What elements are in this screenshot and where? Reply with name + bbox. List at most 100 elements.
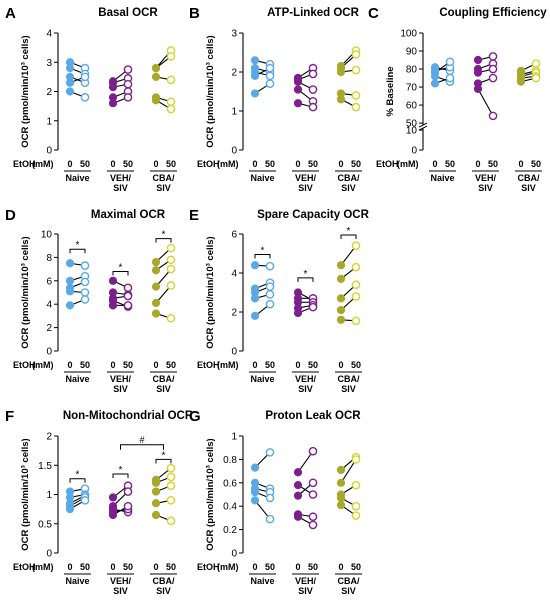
point-etoh xyxy=(80,72,90,82)
point-etoh xyxy=(166,481,176,491)
group-label: Naive xyxy=(65,374,89,384)
point-etoh xyxy=(351,102,361,112)
group-label: CBA/ xyxy=(518,173,540,183)
significance-mark: * xyxy=(162,230,166,241)
y-tick-label: 90 xyxy=(406,47,418,58)
point-etoh xyxy=(265,71,275,81)
group-label: Naive xyxy=(250,576,274,586)
panel-letter: C xyxy=(368,5,379,22)
point-control xyxy=(250,463,260,472)
dose-label: 50 xyxy=(445,159,455,169)
y-tick-label: 6 xyxy=(231,230,237,241)
point-control xyxy=(250,311,260,320)
group-veh-siv: 0 50 VEH/SIV xyxy=(292,63,319,193)
point-etoh xyxy=(265,282,275,291)
point-etoh xyxy=(351,280,361,290)
point-etoh xyxy=(488,64,498,74)
group-veh-siv: 0 50 VEH/SIV xyxy=(292,288,319,394)
point-control xyxy=(250,56,260,65)
group-label: VEH/ xyxy=(295,173,317,183)
dose-label: 0 xyxy=(67,562,72,572)
group-label: CBA/ xyxy=(153,173,175,183)
dose-label: 50 xyxy=(308,159,318,169)
group-veh-siv: 0 50 VEH/SIV xyxy=(292,446,319,596)
point-etoh xyxy=(531,73,541,83)
y-tick-label: 6 xyxy=(46,276,52,287)
etoh-unit-label: (mM) xyxy=(32,562,54,572)
point-etoh xyxy=(351,241,361,250)
y-tick-label: 2 xyxy=(231,308,237,319)
group-naive: 0 50 Naive xyxy=(64,484,91,586)
point-control xyxy=(65,64,75,73)
group-label: CBA/ xyxy=(338,576,360,586)
y-tick-label: 1 xyxy=(46,116,52,127)
point-etoh xyxy=(351,501,361,511)
etoh-label: EtOH xyxy=(197,159,220,169)
point-etoh xyxy=(166,496,176,505)
dose-label: 50 xyxy=(531,159,541,169)
point-etoh xyxy=(80,93,90,102)
group-label: VEH/ xyxy=(110,173,132,183)
point-etoh xyxy=(166,281,176,290)
dose-label: 0 xyxy=(295,562,300,572)
point-etoh xyxy=(166,104,176,114)
point-control xyxy=(108,301,118,310)
etoh-label: EtOH xyxy=(197,562,220,572)
point-etoh xyxy=(351,480,361,490)
group-label: Naive xyxy=(250,173,274,183)
panel-title: ATP-Linked OCR xyxy=(267,7,359,19)
significance-mark: * xyxy=(76,470,80,481)
panel-letter: G xyxy=(189,408,201,425)
point-control xyxy=(516,77,526,86)
point-control xyxy=(250,294,260,303)
dose-label: 0 xyxy=(338,562,343,572)
point-control xyxy=(65,505,75,514)
point-etoh xyxy=(308,520,318,530)
point-control xyxy=(65,287,75,296)
panel-letter: D xyxy=(5,207,16,224)
dose-label: 0 xyxy=(518,159,523,169)
panel-e: E Spare Capacity OCR 0 2 4 6 OCR (pmol/min/10³… xyxy=(189,207,370,394)
group-label: VEH/ xyxy=(295,576,317,586)
point-control xyxy=(336,305,346,315)
dose-label: 50 xyxy=(351,562,361,572)
significance-bracket xyxy=(120,444,164,450)
dose-label: 50 xyxy=(123,159,133,169)
etoh-label: EtOH xyxy=(197,360,220,370)
significance-mark: * xyxy=(347,226,351,237)
group-label: SIV xyxy=(298,586,313,596)
point-control xyxy=(250,496,260,505)
group-veh-siv: 0 50 VEH/SIV xyxy=(107,276,134,394)
point-etoh xyxy=(265,79,275,88)
panel-letter: A xyxy=(5,5,16,22)
point-etoh xyxy=(308,478,318,488)
panel-f: F Non-Mitochondrial OCR 0 0.5 1 1.5 2 OCR (pmol… xyxy=(5,408,194,596)
significance-mark: * xyxy=(76,240,80,251)
point-control xyxy=(336,261,346,270)
point-control xyxy=(151,72,161,81)
y-tick-label: 4 xyxy=(46,29,52,40)
group-cba-siv: 0 50 CBA/SIV xyxy=(150,243,177,394)
dose-label: 0 xyxy=(110,159,115,169)
dose-label: 50 xyxy=(488,159,498,169)
etoh-unit-label: (mM) xyxy=(217,159,239,169)
point-etoh xyxy=(80,277,90,287)
point-etoh xyxy=(80,295,90,304)
point-etoh xyxy=(123,93,133,102)
point-control xyxy=(108,99,118,108)
group-label: CBA/ xyxy=(153,576,175,586)
group-veh-siv: 0 50 VEH/SIV xyxy=(107,481,134,596)
group-naive: 0 50 Naive xyxy=(249,448,276,586)
dose-label: 0 xyxy=(252,562,257,572)
panel-title: Basal OCR xyxy=(98,7,158,19)
dose-label: 0 xyxy=(252,159,257,169)
point-control xyxy=(151,499,161,508)
point-control xyxy=(473,84,483,93)
point-etoh xyxy=(265,63,275,73)
group-label: Naive xyxy=(250,374,274,384)
etoh-unit-label: (mM) xyxy=(32,159,54,169)
group-naive: 0 50 Naive xyxy=(64,58,91,183)
group-label: CBA/ xyxy=(153,374,175,384)
dose-label: 0 xyxy=(110,562,115,572)
